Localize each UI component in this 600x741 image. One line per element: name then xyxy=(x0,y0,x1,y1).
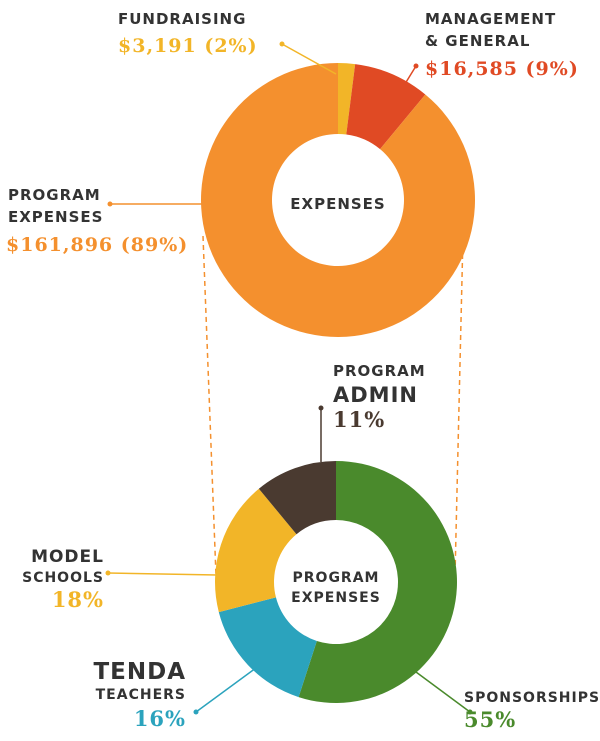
sponsorships-label: SPONSORSHIPS xyxy=(464,690,600,706)
tenda-label-line2: TEACHERS xyxy=(96,687,186,703)
tenda-label-line1: TENDA xyxy=(93,659,186,685)
program-expenses-slice-sponsorships xyxy=(298,461,458,703)
model-schools-value: 18% xyxy=(52,587,104,612)
management-leader xyxy=(399,65,417,93)
program-expenses-slice-program-admin xyxy=(258,461,336,535)
admin-value: 11% xyxy=(333,407,385,432)
management-label-line2: & GENERAL xyxy=(425,32,530,50)
model-schools-label-line1: MODEL xyxy=(31,547,104,567)
connector-left xyxy=(202,235,217,577)
program-label-line2: EXPENSES xyxy=(8,208,103,226)
fundraising-label: FUNDRAISING xyxy=(118,10,246,28)
program-label-line1: PROGRAM xyxy=(8,186,101,204)
expenses-slice-program-expenses xyxy=(201,63,476,337)
fundraising-leader-dot xyxy=(279,41,285,47)
expenses-center-label: EXPENSES xyxy=(290,195,385,213)
program-expenses-donut xyxy=(214,461,458,703)
program-expenses-center-label-line2: EXPENSES xyxy=(291,590,381,606)
management-value: $16,585 (9%) xyxy=(425,58,579,80)
sponsorships-leader-dot xyxy=(467,709,473,715)
admin-leader-dot xyxy=(318,405,324,411)
fundraising-leader xyxy=(281,43,337,75)
program-value: $161,896 (89%) xyxy=(6,234,188,256)
fundraising-value: $3,191 (2%) xyxy=(118,35,258,57)
program-expenses-slice-model-schools xyxy=(214,488,297,613)
model-schools-leader xyxy=(107,572,218,576)
program-leader-dot xyxy=(107,201,113,207)
program-expenses-center-label-line1: PROGRAM xyxy=(293,570,380,586)
admin-label-line1: PROGRAM xyxy=(333,362,426,380)
sponsorships-value: 55% xyxy=(464,707,516,732)
model-schools-label-line2: SCHOOLS xyxy=(22,570,104,586)
management-leader-dot xyxy=(413,63,419,69)
management-label-line1: MANAGEMENT xyxy=(425,10,556,28)
expenses-donut xyxy=(201,63,476,337)
expenses-slice-fundraising xyxy=(338,63,356,135)
connector-lines xyxy=(202,235,464,577)
connector-right xyxy=(454,235,464,577)
model-schools-leader-dot xyxy=(105,570,111,576)
tenda-leader-dot xyxy=(193,709,199,715)
leader-lines xyxy=(105,41,473,715)
tenda-value: 16% xyxy=(134,706,186,731)
tenda-leader xyxy=(195,667,257,713)
admin-label-line2: ADMIN xyxy=(333,383,418,407)
program-expenses-slice-tenda-teachers xyxy=(218,597,317,698)
expenses-slice-management-general xyxy=(346,64,426,150)
sponsorships-leader xyxy=(415,671,471,713)
